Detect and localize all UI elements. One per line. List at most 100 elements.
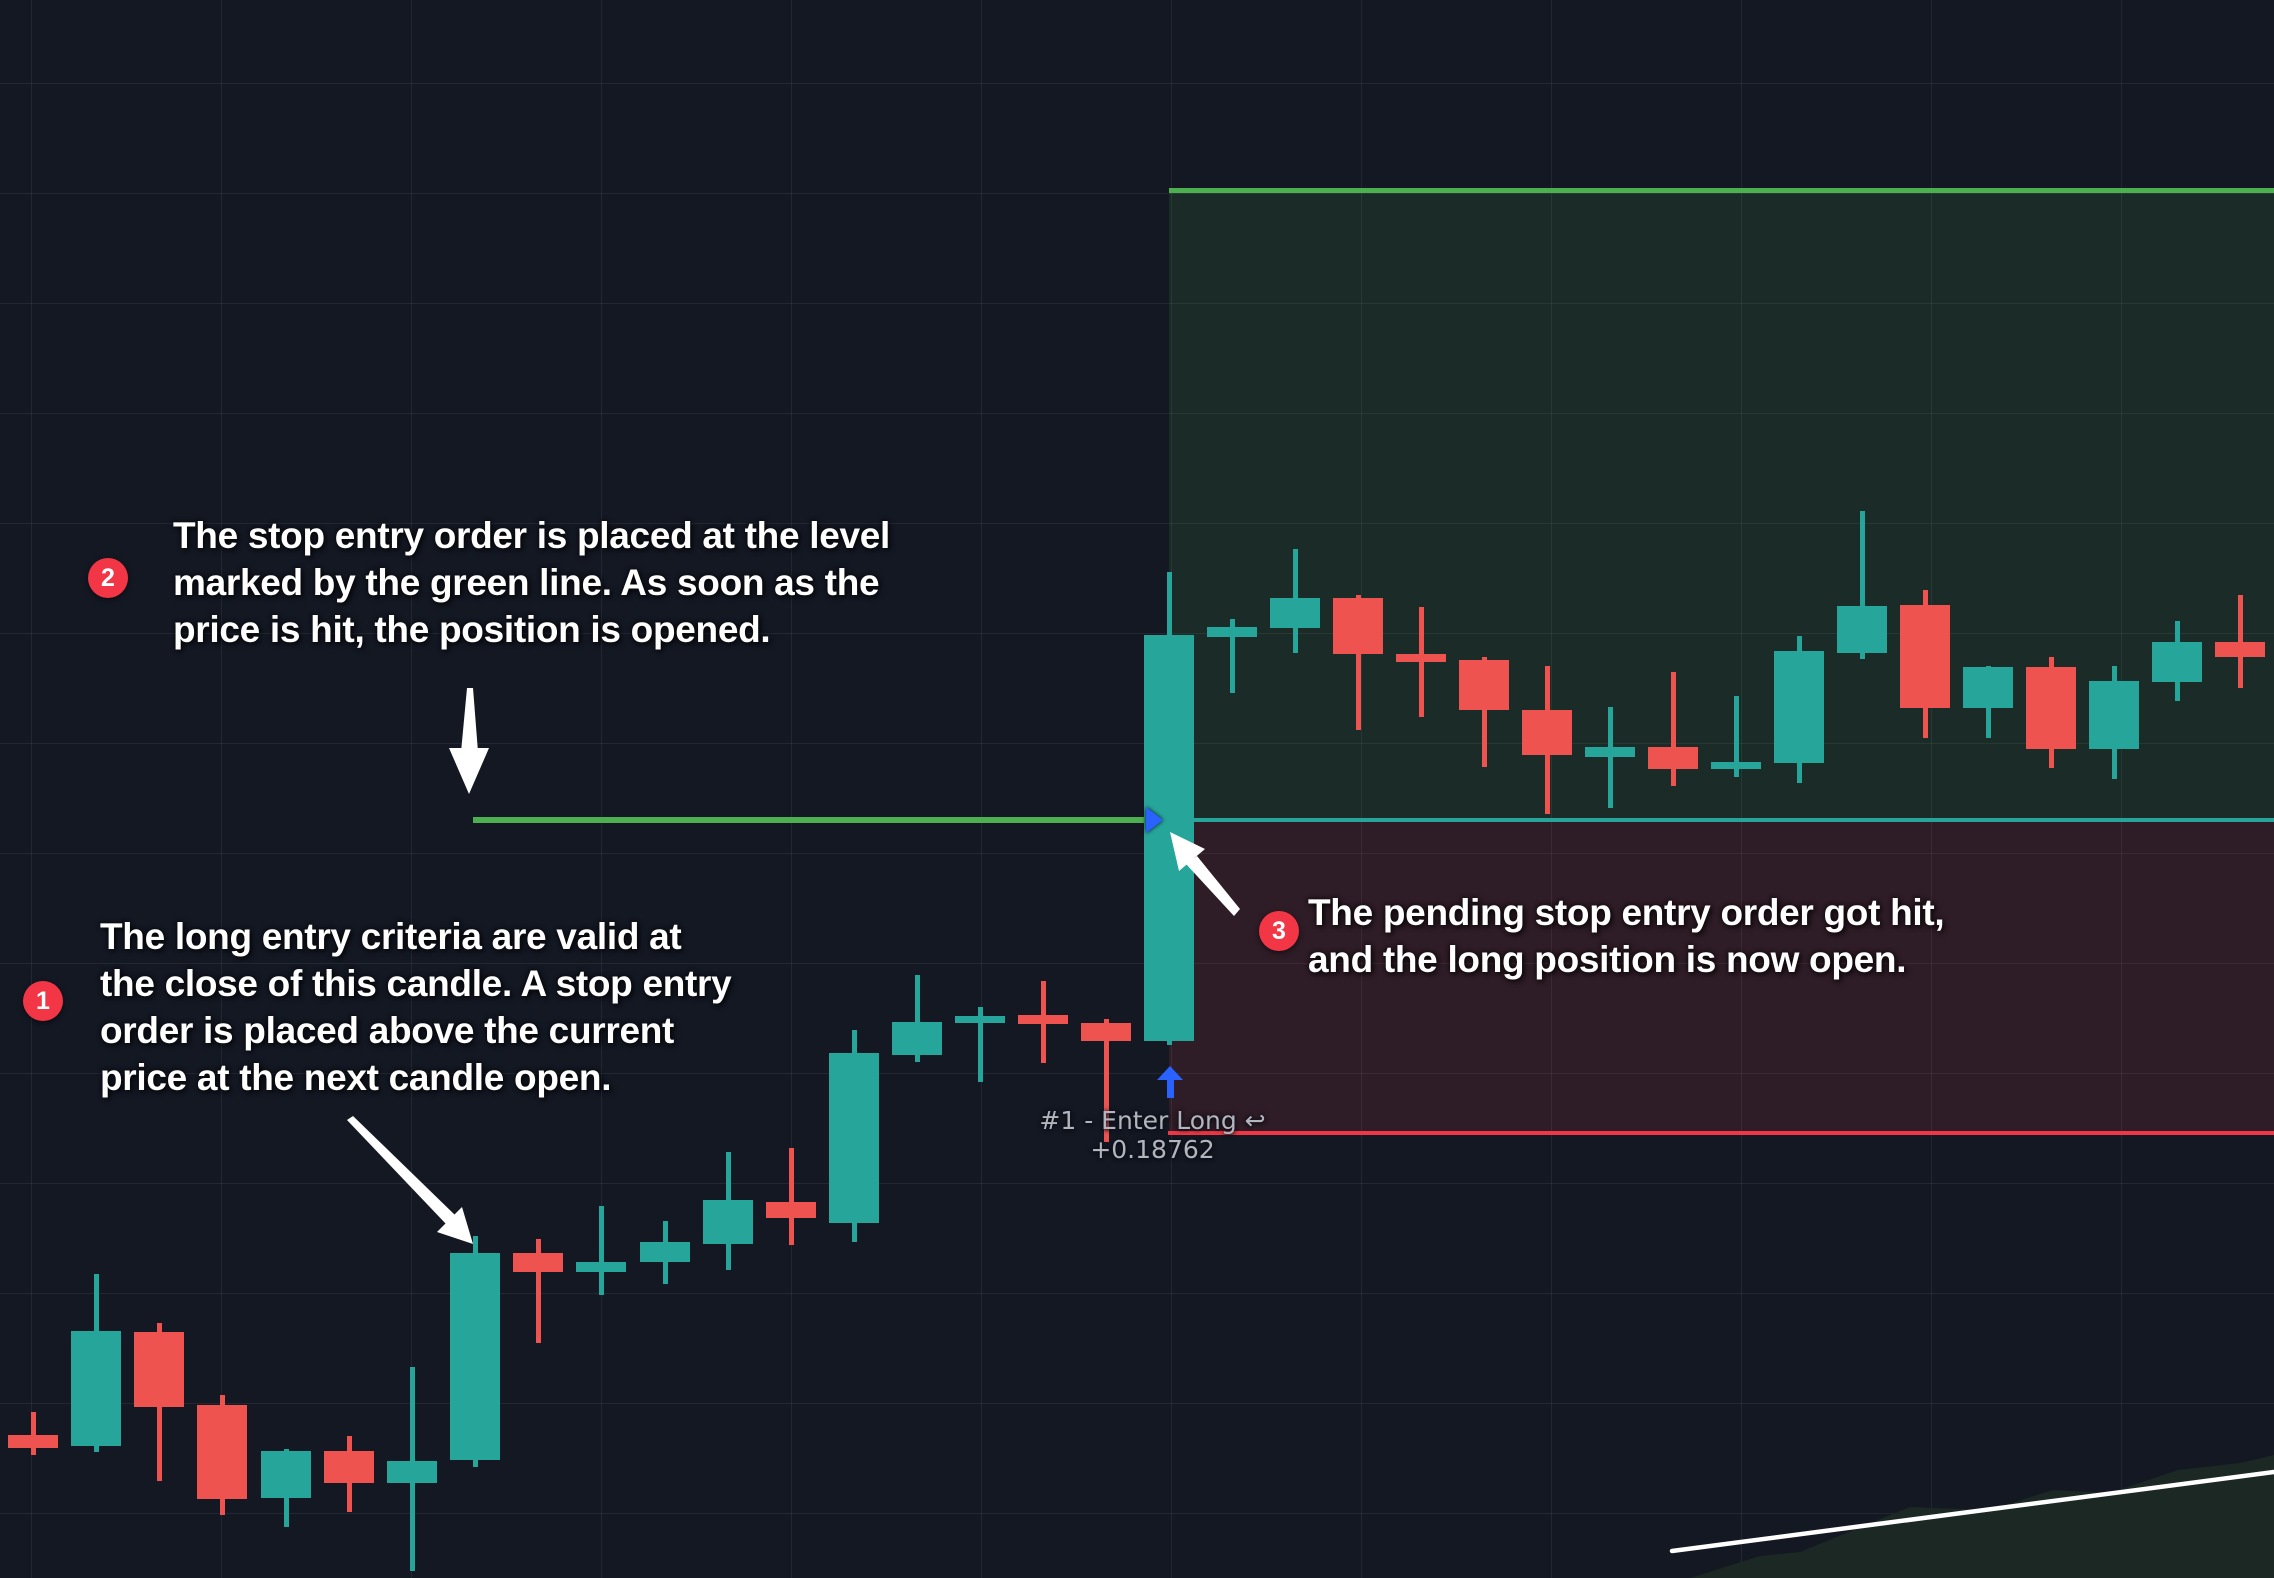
candle-body-bear[interactable] [1333,598,1383,654]
annotation-note-3: The pending stop entry order got hit, an… [1308,889,1945,983]
trade-entry-label[interactable]: #1 - Enter Long ↩ +0.18762 [1035,1106,1270,1164]
gridline-horizontal [0,633,2274,634]
candle-wick [30,1412,36,1455]
candle-body-bull[interactable] [2152,642,2202,682]
candle-body-bear[interactable] [1018,1015,1068,1024]
gridline-horizontal [0,1513,2274,1514]
candle-body-bear[interactable] [1396,654,1446,662]
candle-body-bear[interactable] [1459,660,1509,710]
candle-wick [1607,707,1613,808]
note-line: the close of this candle. A stop entry [100,963,732,1004]
candle-body-bear[interactable] [2215,642,2265,657]
candle-wick [535,1239,541,1343]
entry-level-line-active[interactable] [1150,818,2274,822]
candle-wick [788,1148,794,1245]
gridline-horizontal [0,1403,2274,1404]
candle-wick [1481,657,1487,767]
entry-triangle-marker[interactable] [1146,807,1163,833]
candle-body-bull[interactable] [1963,667,2013,708]
step-badge-3: 3 [1259,911,1299,951]
gridline-vertical [1361,0,1362,1578]
candle-body-bull[interactable] [955,1016,1005,1023]
step-badge-2: 2 [88,558,128,598]
buy-arrow-head [1157,1066,1183,1080]
gridline-horizontal [0,1183,2274,1184]
candle-body-bear[interactable] [513,1253,563,1272]
candle-body-bear[interactable] [8,1435,58,1448]
candle-wick [1355,595,1361,730]
gridline-horizontal [0,1293,2274,1294]
gridline-vertical [31,0,32,1578]
candle-body-bull[interactable] [576,1262,626,1272]
annotation-note-2: The stop entry order is placed at the le… [173,512,890,653]
candle-body-bull[interactable] [1711,762,1761,769]
candle-wick [1733,696,1739,777]
candle-body-bull[interactable] [1270,598,1320,628]
annotation-note-1: The long entry criteria are valid at the… [100,913,732,1101]
candle-body-bear[interactable] [134,1332,184,1407]
note-line: order is placed above the current [100,1010,675,1051]
annotation-arrow-1 [347,1116,473,1244]
candle-wick [1670,672,1676,786]
candle-body-bear[interactable] [197,1405,247,1499]
note-line: marked by the green line. As soon as the [173,562,880,603]
gridline-horizontal [0,743,2274,744]
gridline-horizontal [0,83,2274,84]
candle-wick [598,1206,604,1295]
gridline-horizontal [0,303,2274,304]
buy-signal-arrow-icon [1157,1066,1183,1098]
candle-body-bull[interactable] [71,1331,121,1446]
candle-wick [1103,1019,1109,1142]
candle-body-bull[interactable] [1585,747,1635,757]
candle-body-bull[interactable] [1837,606,1887,653]
trade-entry-title[interactable]: #1 - Enter Long ↩ [1039,1106,1266,1135]
candle-body-bull[interactable] [892,1022,942,1055]
candle-body-bull[interactable] [450,1253,500,1460]
candle-body-bull[interactable] [1207,627,1257,637]
step-badge-1: 1 [23,981,63,1021]
gridline-horizontal [0,963,2274,964]
gridline-vertical [1551,0,1552,1578]
loss-zone [1169,820,2274,1133]
candle-body-bear[interactable] [1648,747,1698,769]
candle-body-bear[interactable] [766,1202,816,1218]
gridline-horizontal [0,1073,2274,1074]
candle-body-bull[interactable] [640,1242,690,1262]
note-line: price is hit, the position is opened. [173,609,771,650]
candle-body-bull[interactable] [2089,681,2139,749]
note-line: The stop entry order is placed at the le… [173,515,891,556]
candle-wick [1229,619,1235,693]
stop-loss-line[interactable] [1168,1131,2274,1135]
target-price-line[interactable] [1169,188,2274,193]
candle-wick [914,975,920,1062]
candle-wick [977,1007,983,1082]
gridline-horizontal [0,193,2274,194]
trade-entry-value: +0.18762 [1090,1135,1215,1164]
candle-wick [1418,607,1424,717]
candle-body-bear[interactable] [1900,605,1950,708]
note-line: The long entry criteria are valid at [100,916,682,957]
gridline-vertical [791,0,792,1578]
candle-body-bull[interactable] [1144,635,1194,1041]
buy-arrow-shaft [1166,1079,1174,1098]
gridline-horizontal [0,413,2274,414]
candle-body-bear[interactable] [1081,1023,1131,1041]
entry-level-line[interactable] [473,817,1155,823]
candle-body-bear[interactable] [1522,710,1572,755]
note-line: The pending stop entry order got hit, [1308,892,1945,933]
gridline-vertical [411,0,412,1578]
ma-line [1669,1469,2274,1554]
candle-wick [2237,595,2243,688]
gridline-horizontal [0,853,2274,854]
candle-body-bear[interactable] [2026,667,2076,749]
candle-body-bull[interactable] [1774,651,1824,763]
gridline-vertical [221,0,222,1578]
candle-body-bull[interactable] [703,1200,753,1244]
candle-body-bull[interactable] [829,1053,879,1223]
candle-body-bull[interactable] [261,1451,311,1498]
candle-body-bear[interactable] [324,1451,374,1483]
gridline-vertical [1741,0,1742,1578]
candle-body-bull[interactable] [387,1461,437,1483]
note-line: price at the next candle open. [100,1057,612,1098]
candle-wick [1859,511,1865,659]
